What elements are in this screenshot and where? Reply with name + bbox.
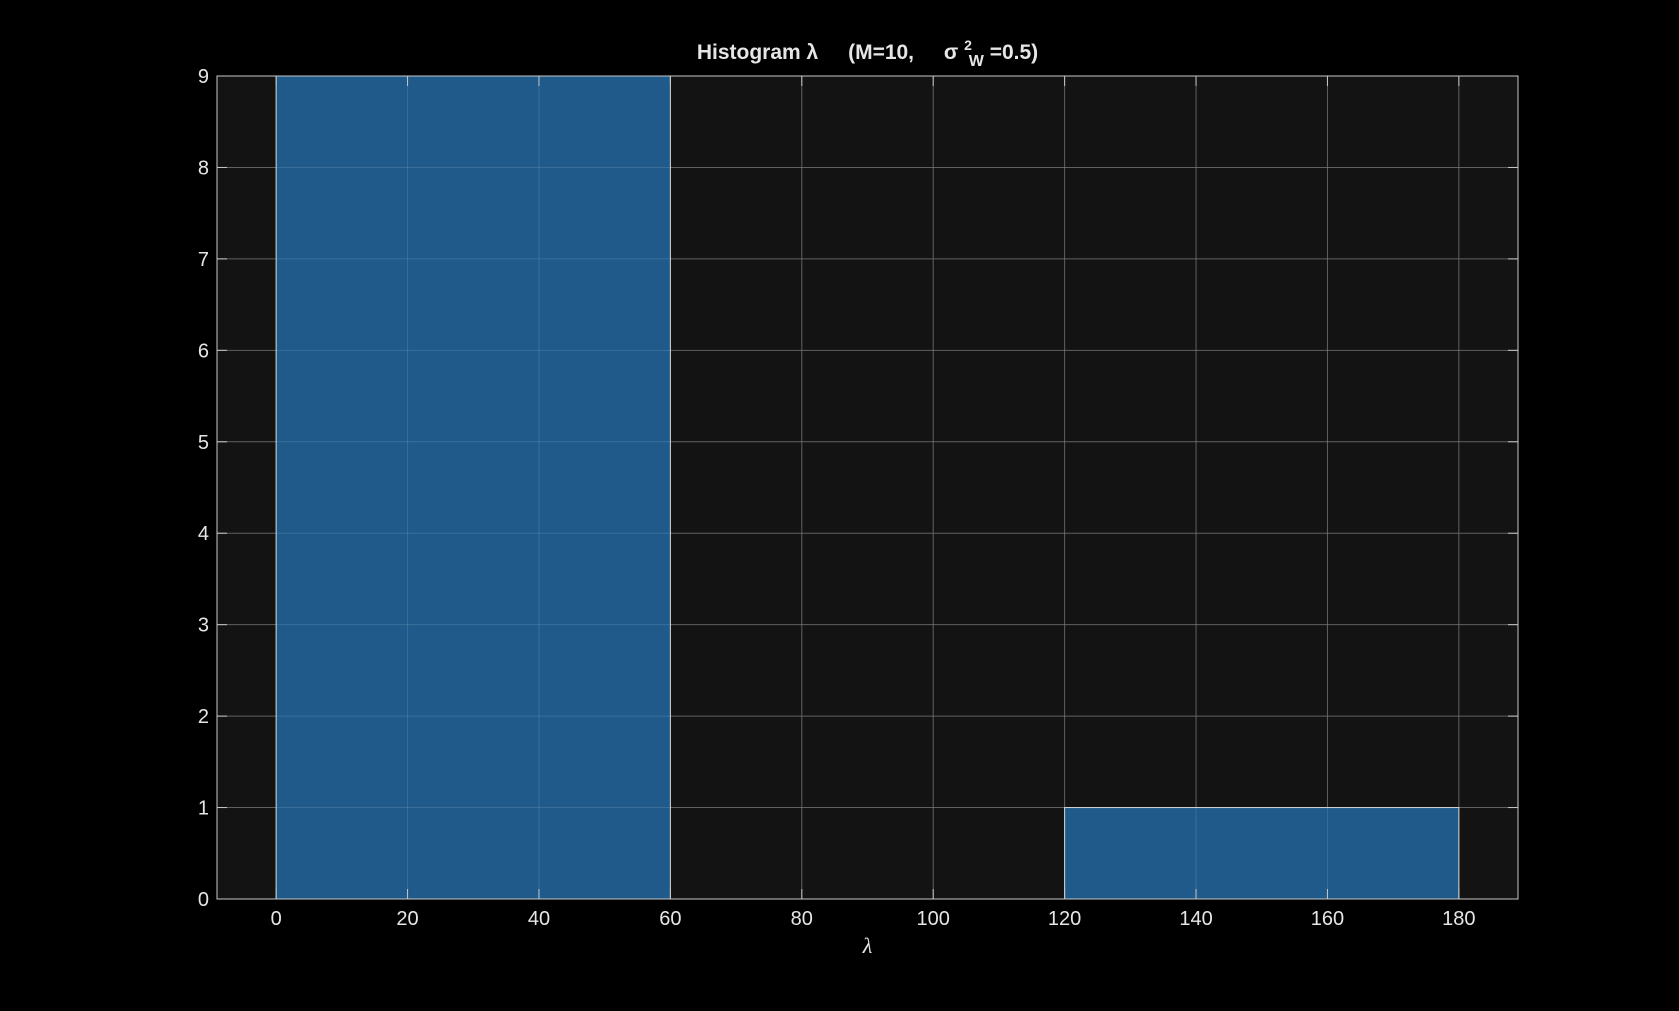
axes-frame	[216, 75, 1519, 900]
y-tick-label: 4	[198, 523, 209, 545]
y-tick-labels: 0 1 2 3 4 5 6 7 8 9	[198, 66, 209, 911]
y-tick-label: 0	[198, 889, 209, 911]
y-tick-label: 9	[198, 66, 209, 88]
x-tick-label: 0	[271, 908, 282, 930]
x-tick-label: 120	[1048, 908, 1081, 930]
title-prefix: Histogram λ	[697, 41, 819, 64]
x-tick-label: 40	[528, 908, 550, 930]
title-params: (M=10,	[848, 41, 914, 64]
y-tick-label: 8	[198, 157, 209, 179]
x-tick-label: 100	[917, 908, 950, 930]
axis-ticks	[217, 75, 1518, 900]
y-tick-label: 7	[198, 249, 209, 271]
y-tick-label: 2	[198, 706, 209, 728]
y-tick-label: 5	[198, 432, 209, 454]
x-tick-label: 60	[659, 908, 681, 930]
x-axis-label: λ	[862, 933, 873, 958]
x-tick-label: 160	[1311, 908, 1344, 930]
x-tick-label: 20	[396, 908, 418, 930]
grid-lines	[217, 75, 1518, 900]
histogram-bar	[275, 75, 671, 900]
y-tick-label: 6	[198, 340, 209, 362]
histogram-bars	[275, 75, 1460, 900]
x-tick-label: 180	[1442, 908, 1475, 930]
y-tick-label: 3	[198, 615, 209, 637]
chart-title: Histogram λ (M=10, σ 2 W =0.5)	[697, 32, 1038, 71]
title-sigma: σ	[944, 41, 958, 64]
x-tick-label: 140	[1179, 908, 1212, 930]
x-tick-label: 80	[791, 908, 813, 930]
title-suffix: =0.5)	[990, 41, 1038, 64]
x-tick-labels: 0 20 40 60 80 100 120 140 160 180	[271, 908, 1476, 930]
histogram-bar	[1064, 807, 1460, 900]
title-superscript: 2	[964, 37, 972, 53]
y-tick-label: 1	[198, 798, 209, 820]
title-subscript: W	[969, 53, 985, 70]
